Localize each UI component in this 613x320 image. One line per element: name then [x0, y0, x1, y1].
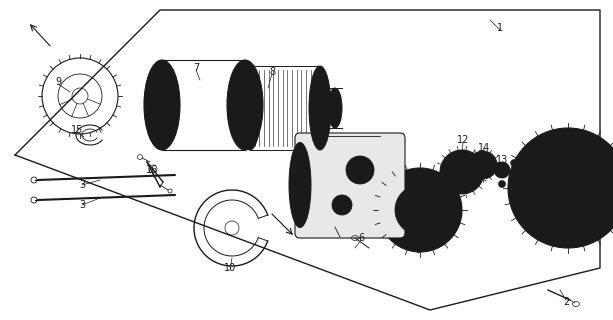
Ellipse shape	[494, 162, 510, 178]
Text: 5: 5	[415, 245, 421, 255]
Text: 3: 3	[79, 180, 85, 190]
Ellipse shape	[378, 168, 462, 252]
Ellipse shape	[498, 166, 506, 174]
Text: 13: 13	[496, 155, 508, 165]
Ellipse shape	[395, 185, 445, 235]
Text: 16: 16	[146, 165, 158, 175]
Ellipse shape	[144, 60, 180, 150]
Ellipse shape	[448, 158, 476, 186]
Text: 9: 9	[55, 77, 61, 87]
Text: 11: 11	[316, 125, 328, 135]
Text: 10: 10	[224, 263, 236, 273]
Text: 8: 8	[269, 67, 275, 77]
Text: 1: 1	[497, 23, 503, 33]
Ellipse shape	[469, 151, 497, 179]
Text: 7: 7	[193, 63, 199, 73]
Ellipse shape	[508, 128, 613, 248]
Ellipse shape	[328, 88, 342, 128]
Ellipse shape	[346, 156, 374, 184]
Ellipse shape	[486, 159, 493, 166]
Text: 15: 15	[71, 125, 83, 135]
Ellipse shape	[524, 144, 612, 232]
Text: 12: 12	[457, 135, 469, 145]
Ellipse shape	[332, 195, 352, 215]
Ellipse shape	[352, 162, 368, 178]
Ellipse shape	[475, 157, 491, 173]
Ellipse shape	[309, 66, 331, 150]
Text: 2: 2	[563, 297, 569, 307]
Ellipse shape	[498, 180, 506, 188]
Ellipse shape	[289, 142, 311, 228]
Text: 4: 4	[574, 160, 580, 170]
FancyBboxPatch shape	[295, 133, 405, 238]
Ellipse shape	[440, 150, 484, 194]
Ellipse shape	[239, 66, 261, 150]
Text: 6: 6	[358, 233, 364, 243]
Ellipse shape	[550, 170, 586, 206]
Text: 3: 3	[79, 200, 85, 210]
Ellipse shape	[227, 60, 263, 150]
Ellipse shape	[414, 204, 426, 216]
Ellipse shape	[511, 159, 517, 166]
Ellipse shape	[231, 66, 259, 144]
Text: 14: 14	[478, 143, 490, 153]
